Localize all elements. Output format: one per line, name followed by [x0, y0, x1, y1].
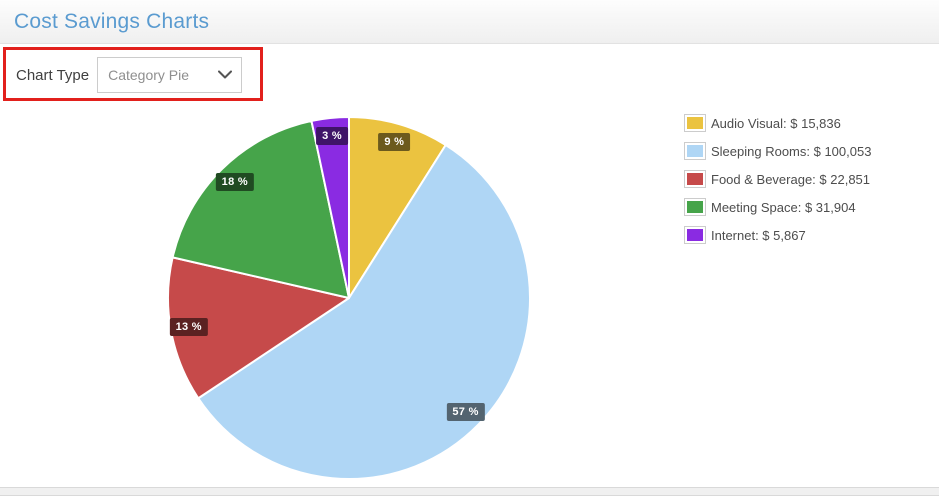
legend-item: Food & Beverage: $ 22,851 — [684, 169, 871, 189]
pie-slice — [310, 116, 350, 299]
legend-swatch — [684, 170, 706, 188]
pie-slice — [197, 144, 531, 480]
legend-label: Internet: $ 5,867 — [711, 227, 806, 243]
chart-type-select[interactable]: Category Pie — [97, 57, 243, 93]
footer-strip — [0, 487, 939, 495]
legend-swatch — [684, 114, 706, 132]
chart-type-controls: Chart Type Category Pie — [16, 57, 243, 93]
pie-percent-label: 3 % — [316, 126, 348, 145]
pie-percent-label: 57 % — [446, 402, 485, 421]
pie-percent-label: 9 % — [378, 132, 411, 151]
pie-percent-label: 18 % — [215, 172, 254, 191]
pie-slice — [348, 116, 447, 299]
page-title: Cost Savings Charts — [14, 9, 210, 33]
page-header: Cost Savings Charts — [0, 0, 939, 44]
legend-swatch — [684, 142, 706, 160]
legend-label: Sleeping Rooms: $ 100,053 — [711, 143, 872, 159]
legend-label: Food & Beverage: $ 22,851 — [711, 171, 871, 187]
legend-item: Meeting Space: $ 31,904 — [684, 197, 871, 217]
pie-slice — [171, 119, 350, 299]
legend-item: Sleeping Rooms: $ 100,053 — [684, 141, 871, 161]
legend-label: Audio Visual: $ 15,836 — [711, 115, 841, 131]
legend-item: Audio Visual: $ 15,836 — [684, 113, 871, 133]
legend-item: Internet: $ 5,867 — [684, 225, 871, 245]
chart-legend: Audio Visual: $ 15,836 Sleeping Rooms: $ … — [684, 113, 871, 253]
legend-label: Meeting Space: $ 31,904 — [711, 199, 856, 215]
pie-chart — [166, 116, 531, 480]
chart-type-select-wrap: Category Pie — [97, 57, 243, 93]
legend-swatch — [684, 198, 706, 216]
legend-swatch — [684, 226, 706, 244]
chart-type-label: Chart Type — [16, 66, 90, 84]
pie-percent-label: 13 % — [169, 318, 208, 337]
